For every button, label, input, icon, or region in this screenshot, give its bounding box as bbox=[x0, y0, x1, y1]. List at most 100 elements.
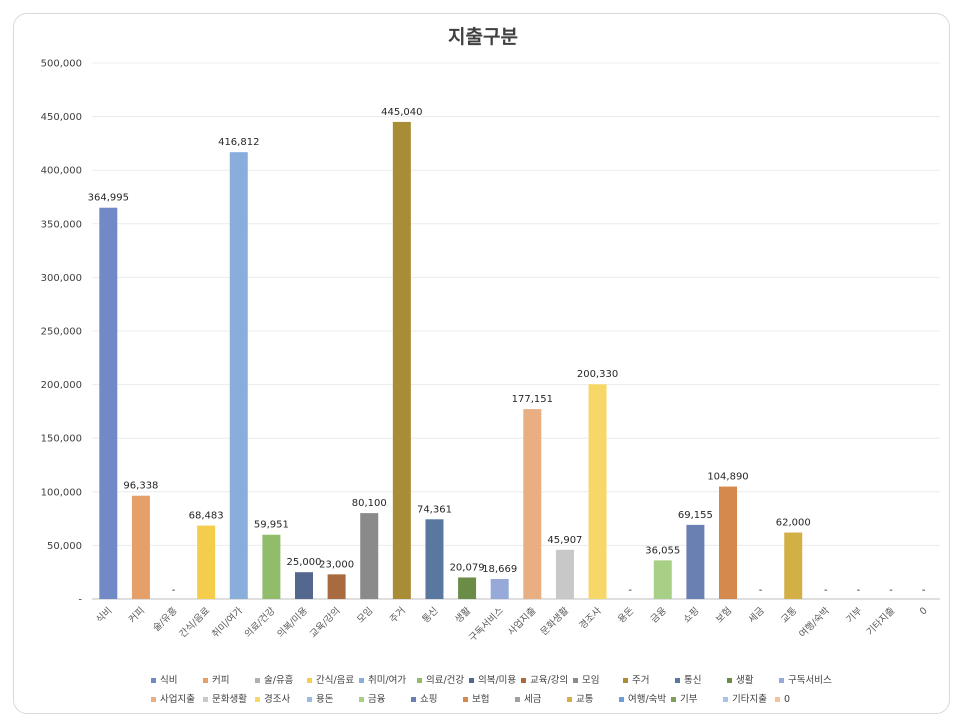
data-label: 200,330 bbox=[577, 369, 618, 380]
x-tick-label: 기부 bbox=[844, 605, 864, 625]
legend-label: 여행/숙박 bbox=[628, 693, 666, 705]
legend-label: 보험 bbox=[472, 694, 489, 705]
data-label: 23,000 bbox=[319, 559, 354, 570]
legend-label: 금융 bbox=[368, 694, 386, 705]
x-tick-label: 여행/숙박 bbox=[796, 604, 832, 640]
data-label: - bbox=[824, 585, 828, 596]
legend-swatch bbox=[515, 697, 520, 702]
x-tick-label: 금융 bbox=[649, 605, 669, 625]
x-tick-label: 취미/여가 bbox=[209, 604, 245, 640]
x-tick-label: 생활 bbox=[452, 604, 473, 625]
bar bbox=[262, 534, 281, 599]
legend-swatch bbox=[723, 697, 728, 702]
y-tick-label: 200,000 bbox=[41, 380, 82, 391]
x-tick-label: 사업지출 bbox=[505, 604, 538, 637]
legend-label: 용돈 bbox=[316, 694, 334, 705]
bar bbox=[425, 519, 444, 599]
data-label: 18,669 bbox=[482, 564, 517, 575]
bar bbox=[131, 495, 150, 599]
x-tick-label: 구독서비스 bbox=[467, 605, 506, 644]
legend-label: 의료/건강 bbox=[426, 675, 464, 686]
legend-label: 쇼핑 bbox=[420, 694, 437, 705]
bar bbox=[686, 524, 705, 599]
x-tick-label: 의료/건강 bbox=[243, 605, 278, 640]
data-label: - bbox=[922, 585, 926, 596]
legend-swatch bbox=[255, 697, 260, 702]
legend-swatch bbox=[359, 697, 364, 702]
data-label: 45,907 bbox=[547, 535, 582, 546]
bar bbox=[197, 525, 216, 599]
y-tick-label: 500,000 bbox=[41, 59, 82, 70]
x-tick-label: 기타지출 bbox=[865, 605, 898, 638]
legend-swatch bbox=[521, 678, 526, 683]
y-tick-label: 50,000 bbox=[47, 541, 82, 552]
y-tick-label: 450,000 bbox=[41, 112, 82, 123]
x-tick-label: 보험 bbox=[714, 605, 734, 625]
bar bbox=[653, 560, 672, 599]
legend-label: 교육/강의 bbox=[530, 675, 568, 686]
bar bbox=[360, 513, 379, 599]
legend-swatch bbox=[573, 678, 578, 683]
data-label: 62,000 bbox=[776, 518, 811, 529]
y-tick-label: - bbox=[78, 595, 82, 606]
x-tick-label: 의복/미용 bbox=[275, 605, 310, 640]
legend-swatch bbox=[307, 697, 312, 702]
legend-swatch bbox=[203, 678, 208, 683]
x-tick-label: 쇼핑 bbox=[681, 605, 701, 625]
x-tick-label: 커피 bbox=[127, 605, 147, 625]
legend-swatch bbox=[151, 678, 156, 683]
legend-label: 생활 bbox=[736, 674, 754, 686]
y-tick-label: 100,000 bbox=[41, 487, 82, 498]
data-label: 25,000 bbox=[287, 557, 322, 568]
bar bbox=[99, 207, 118, 600]
legend-swatch bbox=[411, 697, 416, 702]
x-tick-label: 문화생활 bbox=[538, 604, 571, 637]
x-tick-label: 교육/강의 bbox=[308, 605, 343, 640]
legend-label: 교통 bbox=[576, 694, 594, 705]
bar bbox=[229, 152, 248, 599]
legend-label: 간식/음료 bbox=[316, 675, 354, 686]
legend-label: 술/유흥 bbox=[264, 674, 294, 686]
legend-swatch bbox=[727, 678, 732, 683]
y-tick-label: 400,000 bbox=[41, 166, 82, 177]
x-tick-label: 간식/음료 bbox=[178, 605, 213, 640]
data-label: 74,361 bbox=[417, 504, 452, 515]
legend-label: 모임 bbox=[582, 674, 599, 686]
x-tick-label: 경조사 bbox=[577, 604, 604, 631]
legend-label: 기타지출 bbox=[732, 694, 767, 705]
data-label: 177,151 bbox=[512, 394, 553, 405]
data-label: 104,890 bbox=[707, 472, 748, 483]
legend-label: 사업지출 bbox=[160, 693, 195, 705]
x-tick-label: 교통 bbox=[779, 605, 799, 625]
legend-swatch bbox=[255, 678, 260, 683]
bar bbox=[295, 572, 313, 599]
legend-swatch bbox=[619, 697, 624, 702]
data-label: 80,100 bbox=[352, 498, 387, 509]
bar bbox=[458, 577, 477, 599]
x-tick-label: 세금 bbox=[747, 605, 767, 625]
bar bbox=[784, 532, 803, 599]
bar bbox=[523, 409, 542, 599]
y-tick-label: 300,000 bbox=[41, 273, 82, 284]
bar bbox=[719, 486, 737, 599]
legend-label: 통신 bbox=[684, 675, 701, 686]
data-label: - bbox=[857, 585, 861, 596]
x-tick-label: 술/유흥 bbox=[150, 604, 179, 633]
legend-label: 기부 bbox=[680, 694, 698, 705]
y-tick-label: 350,000 bbox=[41, 219, 82, 230]
legend-label: 주거 bbox=[632, 675, 649, 686]
legend-label: 식비 bbox=[160, 675, 177, 686]
data-label: 59,951 bbox=[254, 520, 289, 531]
bar bbox=[588, 384, 607, 599]
x-tick-label: 식비 bbox=[94, 605, 114, 625]
legend-swatch bbox=[359, 678, 364, 683]
legend-swatch bbox=[417, 678, 422, 683]
data-label: 96,338 bbox=[123, 481, 158, 492]
data-label: 68,483 bbox=[189, 511, 224, 522]
legend-swatch bbox=[567, 697, 572, 702]
bar bbox=[555, 549, 574, 599]
data-label: - bbox=[628, 585, 632, 596]
legend-label: 세금 bbox=[524, 694, 542, 705]
legend-swatch bbox=[307, 678, 312, 683]
legend-label: 구독서비스 bbox=[788, 675, 832, 686]
